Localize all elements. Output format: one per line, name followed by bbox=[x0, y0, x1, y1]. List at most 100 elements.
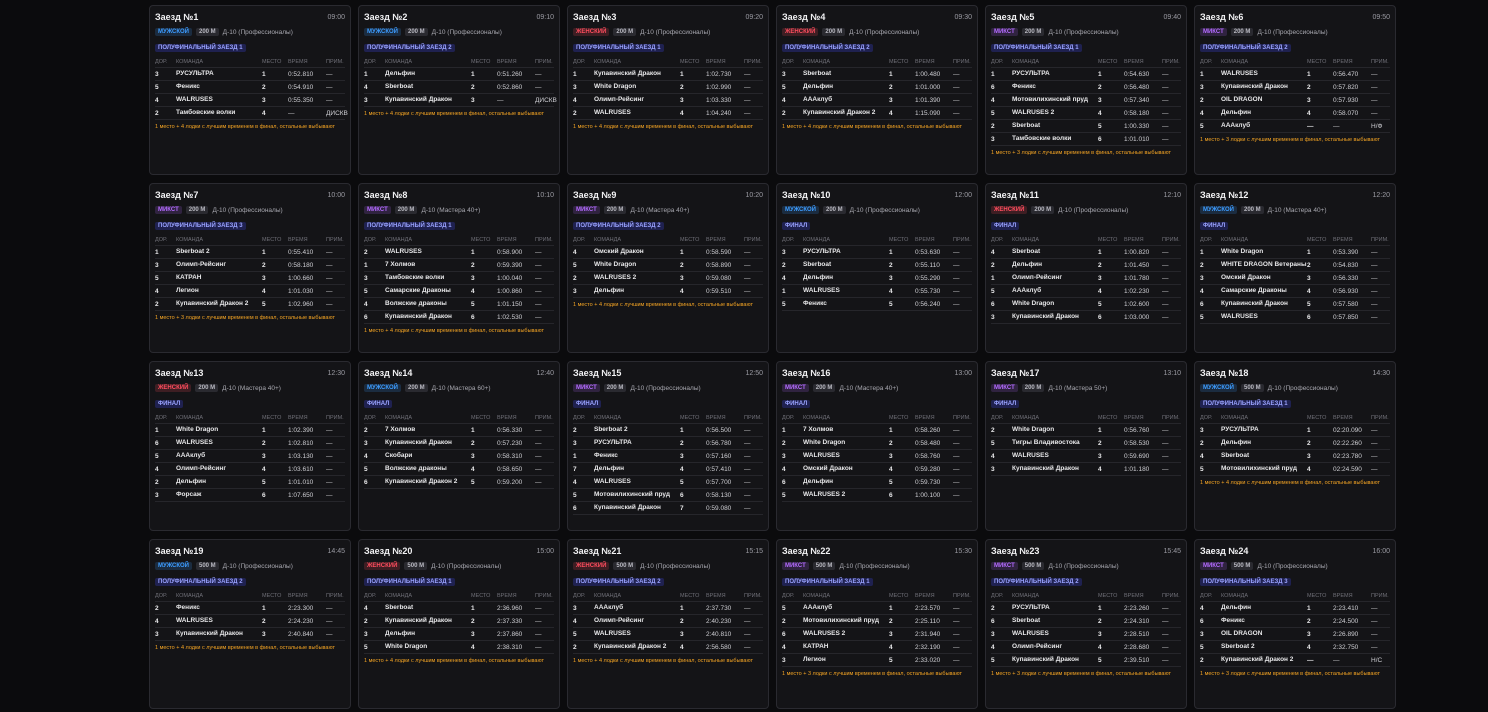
result-row: 4 Sberboat 2 0:52.860— bbox=[364, 80, 554, 94]
cell: Олимп-Рейсинг bbox=[1012, 271, 1098, 285]
race-card: Заезд №4 09:30 ЖЕНСКИЙ 200 М Д-10 (Профессио… bbox=[776, 5, 978, 175]
badges: МИКСТ 200 М Д-10 (Профессионалы) bbox=[155, 206, 345, 214]
column-header: ДОР. bbox=[573, 235, 594, 246]
table-head: ДОР. КОМАНДА МЕСТО ВРЕМЯ ПРИМ. bbox=[573, 591, 763, 602]
result-row: 5 Волжские драконы 4 0:58.650— bbox=[364, 462, 554, 476]
column-header: ДОР. bbox=[1200, 235, 1221, 246]
stage-badge: ФИНАЛ bbox=[364, 400, 393, 408]
column-header: КОМАНДА bbox=[803, 413, 889, 424]
result-row: 6 White Dragon 5 1:02.600— bbox=[991, 297, 1181, 311]
header-row: ДОР. КОМАНДА МЕСТО ВРЕМЯ ПРИМ. bbox=[364, 591, 554, 602]
cell: 3 bbox=[262, 271, 288, 285]
cell: — bbox=[1307, 119, 1333, 133]
header-row: ДОР. КОМАНДА МЕСТО ВРЕМЯ ПРИМ. bbox=[782, 591, 972, 602]
cell: 0:58.180 bbox=[1124, 106, 1162, 120]
cell: 2:23.300 bbox=[288, 601, 326, 615]
cell: WALRUSES bbox=[385, 245, 471, 259]
cell: 0:56.760 bbox=[1124, 423, 1162, 437]
column-header: КОМАНДА bbox=[1012, 413, 1098, 424]
cell: 7 Холмов bbox=[803, 423, 889, 437]
cell: 1 bbox=[680, 423, 706, 437]
results-table: ДОР. КОМАНДА МЕСТО ВРЕМЯ ПРИМ. 1 Дельфин 1 0:51.… bbox=[364, 57, 557, 107]
cell: — bbox=[288, 106, 326, 120]
cell: 1:03.000 bbox=[1124, 310, 1162, 324]
result-row: 5 Sberboat 2 4 2:32.750— bbox=[1200, 640, 1390, 654]
cell: 4 bbox=[782, 640, 803, 654]
result-row: 2 WHITE DRAGON Ветераны 2 0:54.830— bbox=[1200, 258, 1390, 272]
result-row: 1 WALRUSES 4 0:55.730— bbox=[782, 284, 972, 298]
qualification-note: 1 место + 4 лодки с лучшим временем в фи… bbox=[155, 124, 335, 130]
cell: 4 bbox=[262, 284, 288, 298]
distance-badge: 200 М bbox=[195, 384, 219, 392]
cell: 1 bbox=[1098, 423, 1124, 437]
cell: 6 bbox=[364, 475, 385, 489]
cell: 0:58.260 bbox=[915, 423, 953, 437]
race-title: Заезд №15 bbox=[573, 368, 622, 378]
column-header: ВРЕМЯ bbox=[1333, 591, 1371, 602]
cell: 0:57.410 bbox=[706, 462, 744, 476]
results-table: ДОР. КОМАНДА МЕСТО ВРЕМЯ ПРИМ. 3 РУСУЛЬТРА 1 0:5… bbox=[155, 57, 348, 120]
column-header: МЕСТО bbox=[1307, 591, 1333, 602]
cell: — bbox=[535, 436, 554, 450]
cell: — bbox=[744, 462, 763, 476]
cell: 2 bbox=[155, 475, 176, 489]
cell: — bbox=[1162, 67, 1181, 81]
result-row: 1 Sberboat 2 1 0:55.410— bbox=[155, 245, 345, 259]
cell: 1 bbox=[262, 67, 288, 81]
race-title: Заезд №23 bbox=[991, 546, 1040, 556]
qualification-note: 1 место + 4 лодки с лучшим временем в фи… bbox=[573, 302, 753, 308]
table-head: ДОР. КОМАНДА МЕСТО ВРЕМЯ ПРИМ. bbox=[155, 57, 345, 68]
boat-class: Д-10 (Профессионалы) bbox=[1048, 28, 1119, 36]
cell: — bbox=[953, 436, 972, 450]
card-header: Заезд №16 13:00 bbox=[782, 366, 972, 380]
cell: Легион bbox=[176, 284, 262, 298]
boat-class: Д-10 (Профессионалы) bbox=[1048, 562, 1119, 570]
table-body: 1 White Dragon 1 0:53.390—2 WHITE DRAGON Вет… bbox=[1200, 245, 1390, 324]
cell: 4 bbox=[1307, 284, 1333, 298]
cell: Самарские Драконы bbox=[1221, 284, 1307, 298]
result-row: 2 Купавинский Дракон 2 2:37.330— bbox=[364, 614, 554, 628]
cell: 6 bbox=[1200, 297, 1221, 311]
cell: 3 bbox=[471, 449, 497, 463]
result-row: 3 Купавинский Дракон 4 1:01.180— bbox=[991, 462, 1181, 476]
result-row: 5 Дельфин 2 1:01.000— bbox=[782, 80, 972, 94]
result-row: 3 АААклуб 1 2:37.730— bbox=[573, 601, 763, 615]
cell: 1:02.810 bbox=[288, 436, 326, 450]
column-header: КОМАНДА bbox=[385, 57, 471, 68]
cell: 2 bbox=[680, 436, 706, 450]
cell: 1:01.030 bbox=[288, 284, 326, 298]
cell: 4 bbox=[573, 475, 594, 489]
result-row: 2 OIL DRAGON 3 0:57.930— bbox=[1200, 93, 1390, 107]
result-row: 4 Sberboat 3 02:23.780— bbox=[1200, 449, 1390, 463]
cell: Скобари bbox=[385, 449, 471, 463]
race-time: 13:00 bbox=[954, 369, 972, 377]
cell: — bbox=[326, 271, 345, 285]
stage-badge: ПОЛУФИНАЛЬНЫЙ ЗАЕЗД 1 bbox=[991, 44, 1082, 52]
cell: 0:58.760 bbox=[915, 449, 953, 463]
cell: 2 bbox=[1307, 436, 1333, 450]
column-header: ДОР. bbox=[364, 57, 385, 68]
cell: 3 bbox=[889, 93, 915, 107]
column-header: ПРИМ. bbox=[953, 235, 972, 246]
result-row: 5 WALRUSES 6 0:57.850— bbox=[1200, 310, 1390, 324]
cell: 0:58.900 bbox=[497, 245, 535, 259]
column-header: ДОР. bbox=[991, 413, 1012, 424]
cell: 3 bbox=[471, 271, 497, 285]
cell: Феникс bbox=[176, 80, 262, 94]
cell: АААклуб bbox=[1221, 119, 1307, 133]
race-card: Заезд №17 13:10 МИКСТ 200 М Д-10 (Мастера 50… bbox=[985, 361, 1187, 531]
cell: 0:52.860 bbox=[497, 80, 535, 94]
result-row: 5 White Dragon 2 0:58.890— bbox=[573, 258, 763, 272]
cell: 2 bbox=[262, 436, 288, 450]
cell: — bbox=[326, 258, 345, 272]
result-row: 4 Скобари 3 0:58.310— bbox=[364, 449, 554, 463]
cell: 1 bbox=[1200, 67, 1221, 81]
qualification-note: 1 место + 4 лодки с лучшим временем в фи… bbox=[1200, 480, 1380, 486]
table-body: 1 Sberboat 2 1 0:55.410—3 Олимп-Рейсинг 2 0:58… bbox=[155, 245, 345, 311]
column-header: ДОР. bbox=[573, 591, 594, 602]
column-header: ВРЕМЯ bbox=[706, 235, 744, 246]
distance-badge: 500 М bbox=[1230, 562, 1254, 570]
gender-badge: МИКСТ bbox=[782, 562, 809, 570]
table-head: ДОР. КОМАНДА МЕСТО ВРЕМЯ ПРИМ. bbox=[782, 235, 972, 246]
